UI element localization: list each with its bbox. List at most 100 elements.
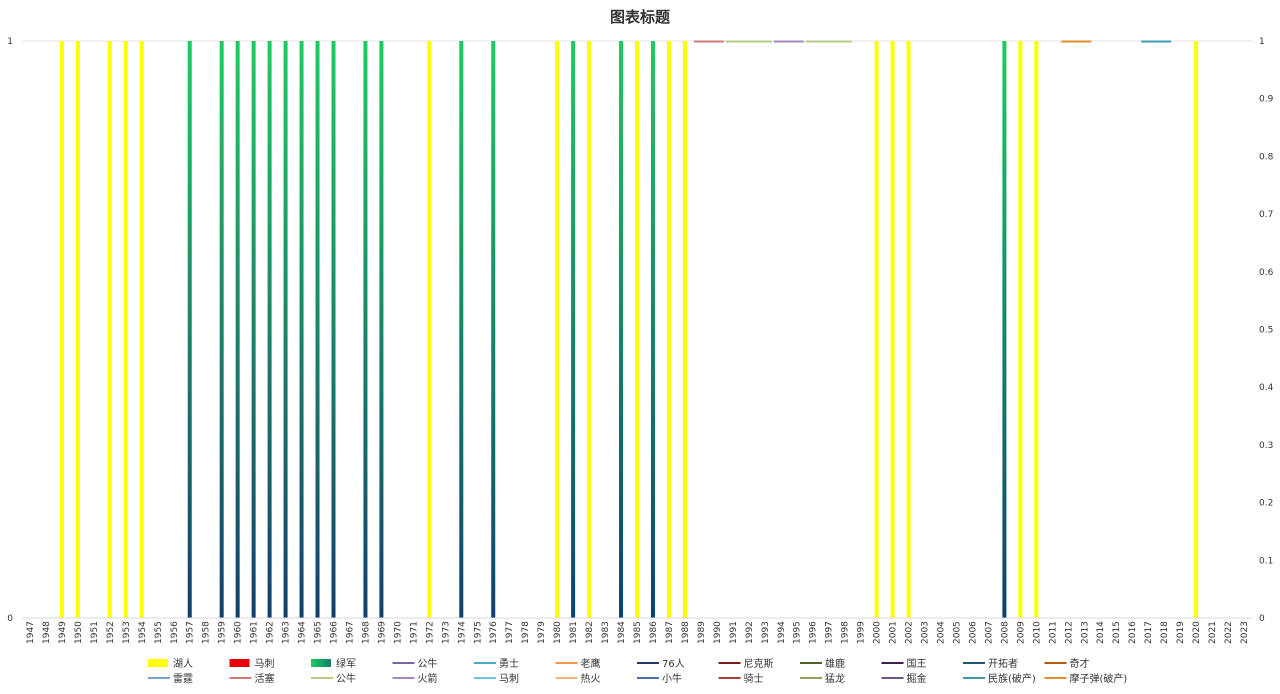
x-tick-label: 2019 (1176, 621, 1186, 644)
x-tick-label: 1989 (697, 621, 707, 644)
y-right-tick-label: 0.8 (1259, 152, 1274, 162)
x-tick-label: 1963 (282, 621, 292, 644)
bar-1954 (139, 41, 144, 618)
legend-item: 活塞 (229, 672, 275, 685)
legend-label: 骑士 (744, 672, 764, 685)
x-tick-label: 2015 (1112, 621, 1122, 644)
x-tick-label: 2022 (1224, 621, 1234, 644)
x-tick-label: 2020 (1192, 621, 1202, 644)
legend-label: 火箭 (418, 672, 438, 685)
x-tick-label: 1951 (90, 621, 100, 644)
bar-1966 (331, 41, 336, 618)
y-right-tick-label: 0.4 (1259, 383, 1274, 393)
x-tick-label: 1983 (601, 621, 611, 644)
bar-1969 (379, 41, 384, 618)
legend-item: 尼克斯 (718, 657, 774, 670)
x-tick-label: 1979 (537, 621, 547, 644)
x-tick-label: 1994 (777, 621, 787, 644)
x-tick-label: 1972 (425, 621, 435, 644)
x-tick-label: 2006 (968, 621, 978, 644)
chart-title: 图表标题 (609, 8, 670, 26)
x-tick-label: 1957 (186, 621, 196, 644)
x-tick-label: 1947 (26, 621, 36, 644)
x-tick-label: 2018 (1160, 621, 1170, 644)
x-tick-label: 1960 (234, 621, 244, 644)
bar-1962 (267, 41, 272, 618)
x-tick-label: 2017 (1144, 621, 1154, 644)
x-tick-label: 1961 (250, 621, 260, 644)
x-tick-label: 2009 (1016, 621, 1026, 644)
legend-label: 老鹰 (581, 657, 601, 670)
x-tick-label: 1948 (42, 621, 52, 644)
x-tick-label: 2008 (1000, 621, 1010, 644)
x-tick-label: 1999 (857, 621, 867, 644)
legend-item: 公牛 (311, 672, 356, 685)
legend-item: 绿军 (311, 657, 356, 670)
x-tick-label: 1964 (298, 621, 308, 644)
y-right-tick-label: 0.7 (1259, 210, 1273, 220)
legend-item: 国王 (881, 658, 927, 670)
bar-2000 (874, 41, 879, 618)
bar-1981 (571, 41, 576, 618)
x-tick-label: 1975 (473, 621, 483, 644)
legend-label: 猛龙 (825, 672, 845, 685)
x-tick-label: 1978 (521, 621, 531, 644)
legend-item: 76人 (637, 658, 685, 670)
x-tick-label: 1958 (202, 621, 212, 644)
x-tick-label: 1971 (409, 621, 419, 644)
x-tick-label: 1982 (585, 621, 595, 644)
x-tick-label: 1968 (361, 621, 371, 644)
x-tick-label: 1967 (345, 621, 355, 644)
x-tick-label: 2023 (1240, 621, 1250, 644)
y-left-tick-label: 0 (7, 614, 13, 624)
legend-label: 开拓者 (988, 658, 1018, 670)
x-tick-label: 1986 (649, 621, 659, 644)
legend-swatch (311, 659, 331, 667)
legend-item: 掘金 (881, 672, 927, 685)
x-tick-label: 1955 (154, 621, 164, 644)
legend-label: 国王 (907, 658, 927, 670)
legend-item: 雷霆 (148, 673, 193, 685)
legend-item: 马刺 (474, 673, 519, 685)
bar-1980 (555, 41, 560, 618)
x-tick-label: 1993 (761, 621, 771, 644)
legend-item: 摩子弹(破产) (1044, 672, 1127, 685)
x-tick-label: 1956 (170, 621, 180, 644)
bar-1949 (59, 41, 64, 618)
bar-1964 (299, 41, 304, 618)
x-tick-label: 1949 (58, 621, 68, 644)
x-tick-label: 1976 (489, 621, 499, 644)
bar-2001 (890, 41, 895, 618)
x-tick-label: 1985 (633, 621, 643, 644)
x-tick-label: 2000 (873, 621, 883, 644)
bar-1953 (123, 41, 128, 618)
legend-item: 民族(破产) (963, 672, 1036, 685)
bar-2020 (1194, 41, 1199, 618)
legend-label: 公牛 (336, 672, 356, 685)
y-right-tick-label: 1 (1259, 37, 1265, 47)
legend-item: 老鹰 (555, 657, 601, 670)
x-tick-label: 2007 (984, 621, 994, 644)
legend-item: 勇士 (474, 657, 519, 670)
legend-item: 奇才 (1044, 657, 1090, 670)
x-tick-label: 2011 (1048, 621, 1058, 644)
x-tick-label: 2004 (937, 621, 947, 644)
legend-label: 马刺 (499, 673, 519, 685)
bar-2009 (1018, 41, 1023, 618)
legend-item: 小牛 (637, 672, 682, 685)
legend-label: 热火 (581, 672, 601, 685)
legend-item: 猛龙 (800, 672, 845, 685)
legend-label: 绿军 (336, 657, 356, 670)
y-right-tick-label: 0.5 (1259, 326, 1273, 336)
bar-2002 (906, 41, 911, 618)
legend-label: 湖人 (173, 658, 193, 670)
bar-1982 (587, 41, 592, 618)
y-right-tick-label: 0.6 (1259, 268, 1274, 278)
x-tick-label: 1996 (809, 621, 819, 644)
x-tick-label: 1995 (793, 621, 803, 644)
x-tick-label: 1984 (617, 621, 627, 644)
legend-item: 开拓者 (963, 658, 1018, 670)
x-tick-label: 1987 (665, 621, 675, 644)
bar-1961 (251, 41, 256, 618)
legend-item: 马刺 (229, 658, 275, 670)
